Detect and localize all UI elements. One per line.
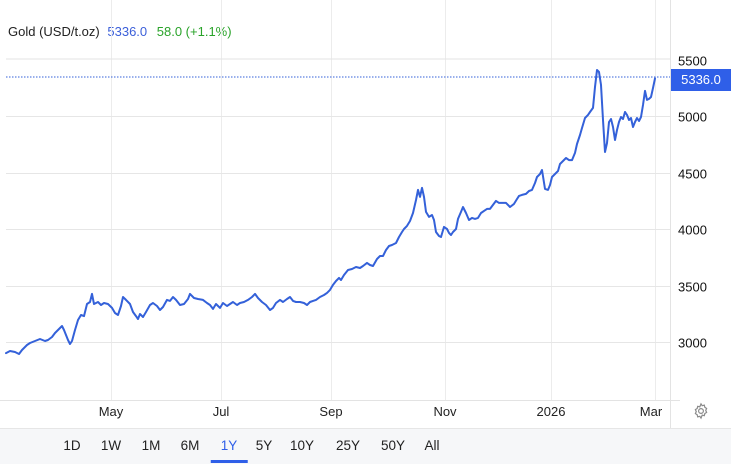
range-button-6m[interactable]: 6M xyxy=(180,438,200,453)
range-button-1y[interactable]: 1Y xyxy=(210,429,247,463)
price-change: 58.0 (+1.1%) xyxy=(156,24,232,39)
range-button-25y[interactable]: 25Y xyxy=(335,438,361,453)
x-tick-label: 2026 xyxy=(536,404,566,419)
current-price-tag: 5336.0 xyxy=(671,69,731,91)
y-tick-label: 5000 xyxy=(678,109,707,124)
y-tick-label: 3500 xyxy=(678,279,707,294)
current-price: 5336.0 xyxy=(107,24,148,39)
price-line[interactable] xyxy=(5,69,656,355)
range-selector: 1D 1W 1M 6M 1Y 5Y 10Y 25Y 50Y All xyxy=(0,428,731,464)
y-tick-label: 4000 xyxy=(678,222,707,237)
range-button-5y[interactable]: 5Y xyxy=(255,438,273,453)
x-tick-label: Sep xyxy=(319,404,343,419)
range-button-50y[interactable]: 50Y xyxy=(380,438,406,453)
range-button-10y[interactable]: 10Y xyxy=(289,438,315,453)
price-chart[interactable] xyxy=(0,0,731,428)
range-button-1d[interactable]: 1D xyxy=(63,438,81,453)
x-tick-label: May xyxy=(98,404,124,419)
gear-icon xyxy=(694,402,708,420)
horizontal-gridlines xyxy=(6,116,670,343)
range-button-all[interactable]: All xyxy=(424,438,440,453)
y-tick-label: 3000 xyxy=(678,335,707,350)
vertical-gridlines xyxy=(111,0,656,400)
x-tick-label: Jul xyxy=(212,404,230,419)
x-tick-label: Mar xyxy=(639,404,663,419)
x-tick-label: Nov xyxy=(433,404,457,419)
range-button-1w[interactable]: 1W xyxy=(100,438,122,453)
y-tick-label: 5500 xyxy=(678,53,707,68)
instrument-name: Gold (USD/t.oz) xyxy=(8,24,100,39)
quote-header: Gold (USD/t.oz) 5336.0 58.0 (+1.1%) xyxy=(8,24,232,39)
range-button-1m[interactable]: 1M xyxy=(141,438,161,453)
y-tick-label: 4500 xyxy=(678,166,707,181)
settings-button[interactable] xyxy=(692,402,710,420)
